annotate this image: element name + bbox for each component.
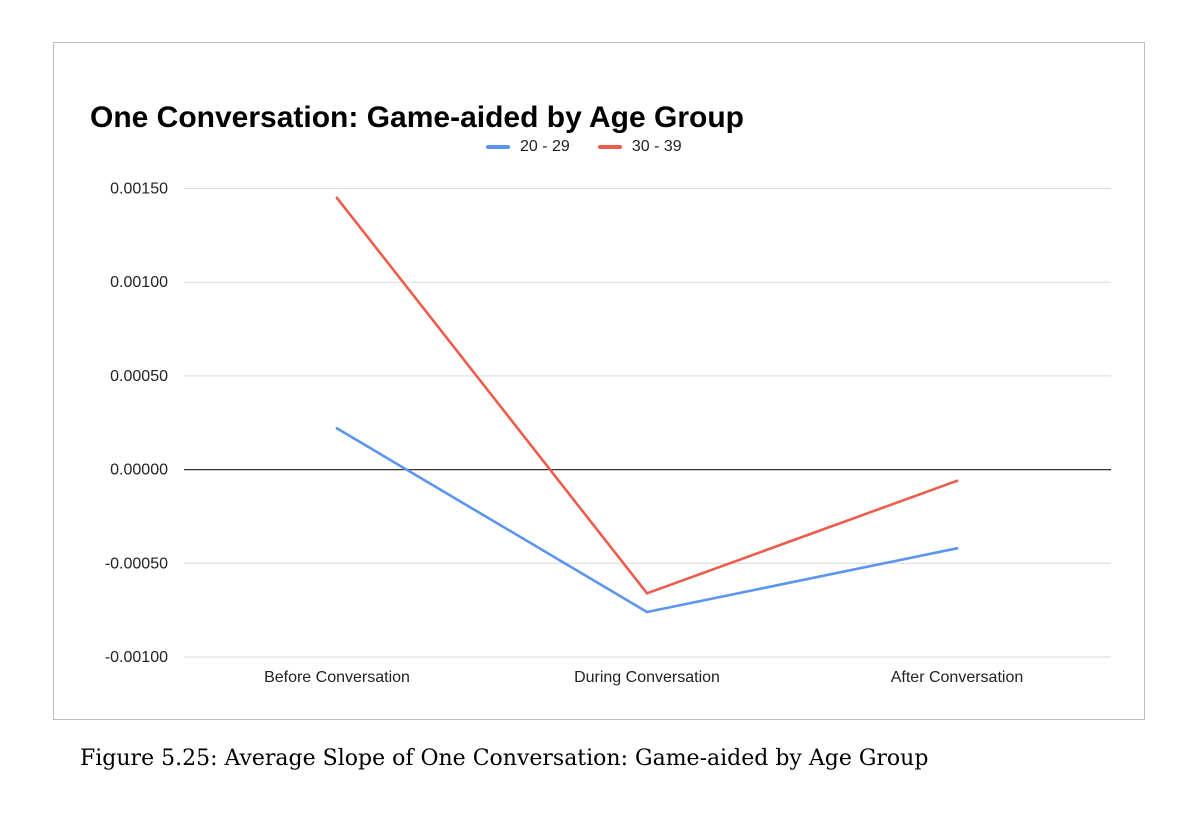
legend: 20 - 29 30 - 39	[486, 135, 682, 159]
y-tick-label: -0.00100	[105, 649, 168, 666]
legend-item-series-1: 20 - 29	[486, 138, 570, 156]
legend-label-series-2: 30 - 39	[631, 138, 682, 155]
series-2-point	[955, 479, 959, 483]
x-tick-label: After Conversation	[891, 669, 1024, 686]
legend-swatch-series-2	[597, 145, 622, 149]
series-line-2	[335, 196, 959, 595]
series-2-point	[335, 196, 339, 200]
legend-swatch-series-1	[486, 145, 510, 149]
series-2-point	[645, 591, 649, 595]
legend-label-series-1: 20 - 29	[520, 138, 570, 155]
series-1-point	[645, 610, 649, 614]
x-tick-label: Before Conversation	[264, 669, 410, 686]
y-tick-label: 0.00000	[110, 462, 168, 479]
chart-title: One Conversation: Game-aided by Age Grou…	[90, 101, 744, 134]
y-tick-label: 0.00100	[110, 274, 168, 291]
x-tick-label: During Conversation	[574, 669, 720, 686]
y-tick-label: 0.00050	[110, 368, 168, 385]
series-line-1	[335, 427, 959, 614]
y-tick-label: -0.00050	[105, 555, 168, 572]
figure-caption: Figure 5.25: Average Slope of One Conver…	[80, 746, 929, 771]
series-1-point	[335, 427, 339, 430]
plot-area: 0.00150 0.00100 0.00050 0.00000 -0.00050 -0.0…	[105, 181, 1111, 686]
y-tick-label: 0.00150	[110, 181, 168, 198]
series-1-point	[955, 547, 959, 550]
chart-frame: One Conversation: Game-aided by Age Grou…	[53, 42, 1145, 720]
legend-item-series-2: 30 - 39	[597, 138, 682, 156]
